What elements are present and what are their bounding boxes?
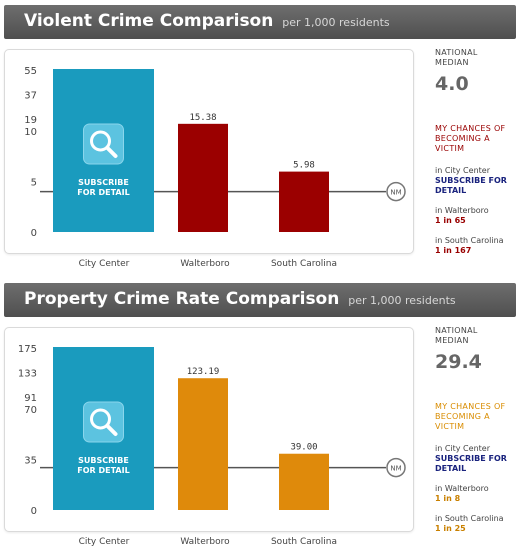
subscribe-text: FOR DETAIL [77,188,129,197]
y-tick-label: 175 [18,344,37,355]
chance-walterboro: in Walterboro 1 in 65 [435,206,519,226]
chance-place: in City Center [435,166,490,175]
category-label: City Center [79,537,130,547]
panel-header: Violent Crime Comparison per 1,000 resid… [4,5,516,39]
panel-subtitle: per 1,000 residents [348,294,456,307]
y-tick-label: 0 [31,228,37,239]
panel-title-text: Violent Crime Comparison [24,11,274,31]
panel-title: Violent Crime Comparison per 1,000 resid… [24,11,390,31]
subscribe-link[interactable]: SUBSCRIBE FOR DETAIL [435,176,507,195]
category-label: Walterboro [180,537,230,547]
panel-title: Property Crime Rate Comparison per 1,000… [24,289,456,309]
subscribe-text: FOR DETAIL [77,466,129,475]
search-icon-handle [105,146,118,158]
chance-odds: 1 in 65 [435,216,466,225]
y-tick-label: 19 [24,115,37,126]
y-tick-label: 55 [24,66,37,77]
category-label: Walterboro [180,259,230,269]
bar [178,123,228,232]
y-tick-label: 133 [18,369,37,380]
chance-place: in Walterboro [435,484,489,493]
y-tick-label: 10 [24,127,37,138]
side-info: NATIONAL MEDIAN 4.0 MY CHANCES OF BECOMI… [435,0,521,277]
chance-city-center: in City Center SUBSCRIBE FOR DETAIL [435,166,519,196]
national-median-marker [386,457,406,478]
panel-title-text: Property Crime Rate Comparison [24,289,340,309]
subscribe-text: SUBSCRIBE [78,178,129,187]
search-icon-lens [90,408,111,430]
search-icon-lens [90,130,111,152]
bar [279,453,329,510]
search-icon [83,401,124,443]
y-tick-label: 37 [24,91,37,102]
national-median-label: NATIONAL MEDIAN [435,326,478,345]
y-tick-label: 0 [31,506,37,517]
chance-place: in City Center [435,444,490,453]
bar-value-label: 5.98 [293,161,315,171]
bar-value-label: 123.19 [187,367,220,377]
violent-crime-panel: Violent Crime Comparison per 1,000 resid… [0,0,522,277]
property-crime-panel: Property Crime Rate Comparison per 1,000… [0,278,522,555]
panel-subtitle: per 1,000 residents [282,16,390,29]
chance-odds: 1 in 8 [435,494,461,503]
y-tick-label: 91 [24,393,37,404]
national-median-marker [386,181,406,202]
bar [178,378,228,510]
y-tick-label: 70 [24,405,37,416]
subscribe-link[interactable]: SUBSCRIBE FOR DETAIL [435,454,507,473]
chance-place: in Walterboro [435,206,489,215]
chance-south-carolina: in South Carolina 1 in 167 [435,236,519,256]
bar [279,171,329,232]
chance-odds: 1 in 167 [435,246,472,255]
national-median-marker-label: NM [390,189,401,197]
chance-place: in South Carolina [435,236,504,245]
bar-value-label: 15.38 [189,113,216,123]
y-tick-label: 35 [24,456,37,467]
bar-value-label: 39.00 [290,443,317,453]
category-label: South Carolina [271,537,337,547]
panel-header: Property Crime Rate Comparison per 1,000… [4,283,516,317]
search-icon-handle [105,424,118,436]
y-tick-label: 5 [31,178,37,189]
national-median-value: 29.4 [435,351,482,373]
side-info: NATIONAL MEDIAN 29.4 MY CHANCES OF BECOM… [435,278,521,555]
chance-south-carolina: in South Carolina 1 in 25 [435,514,519,534]
chance-city-center: in City Center SUBSCRIBE FOR DETAIL [435,444,519,474]
category-label: South Carolina [271,259,337,269]
chances-label: MY CHANCES OF BECOMING A VICTIM [435,402,506,431]
chances-label: MY CHANCES OF BECOMING A VICTIM [435,124,506,153]
chance-walterboro: in Walterboro 1 in 8 [435,484,519,504]
search-icon [83,123,124,165]
category-label: City Center [79,259,130,269]
chance-odds: 1 in 25 [435,524,466,533]
national-median-marker-label: NM [390,465,401,473]
national-median-label: NATIONAL MEDIAN [435,48,478,67]
chance-place: in South Carolina [435,514,504,523]
national-median-value: 4.0 [435,73,469,95]
subscribe-text: SUBSCRIBE [78,456,129,465]
